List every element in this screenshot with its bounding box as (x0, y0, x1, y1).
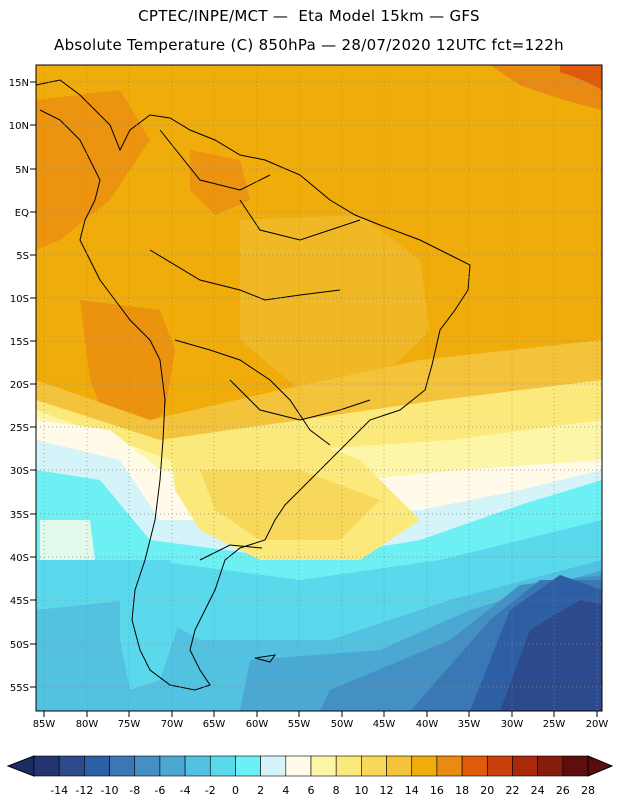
lat-label: 55S (10, 683, 29, 694)
colorbar-label: 10 (354, 784, 368, 797)
colorbar-swatch (335, 755, 362, 777)
colorbar-swatch (310, 755, 337, 777)
title-line-1: CPTEC/INPE/MCT — Eta Model 15km — GFS (138, 7, 480, 25)
lat-label: 15N (9, 78, 29, 89)
lon-label: 40W (416, 719, 439, 730)
colorbar-swatch (159, 755, 186, 777)
colorbar-label: -8 (129, 784, 140, 797)
colorbar-swatch (84, 755, 110, 777)
lon-label: 50W (331, 719, 354, 730)
lat-label: 10S (10, 294, 29, 305)
colorbar (6, 755, 614, 777)
latitude-labels: 15N 10N 5N EQ 5S 10S 15S 20S 25S 30S 35S… (9, 78, 29, 694)
colorbar-high-arrow (587, 755, 614, 777)
colorbar-label: 16 (430, 784, 444, 797)
colorbar-swatch (260, 755, 287, 777)
colorbar-swatch (209, 755, 236, 777)
colorbar-label: 28 (581, 784, 595, 797)
map-frame (35, 64, 603, 712)
colorbar-labels: -14 -12 -10 -8 -6 -4 -2 0 2 4 6 8 10 12 … (50, 784, 595, 797)
lat-label: 40S (10, 553, 29, 564)
colorbar-label: 14 (405, 784, 419, 797)
colorbar-label: -14 (50, 784, 68, 797)
lon-label: 65W (203, 719, 226, 730)
colorbar-label: 18 (455, 784, 469, 797)
lon-label: 85W (33, 719, 56, 730)
lon-label: 30W (501, 719, 524, 730)
colorbar-swatch (461, 755, 488, 777)
lat-label: 25S (10, 423, 29, 434)
longitude-labels: 85W 80W 75W 70W 65W 60W 55W 50W 45W 40W … (33, 719, 609, 730)
colorbar-label: 12 (380, 784, 394, 797)
colorbar-swatch (537, 755, 564, 777)
colorbar-swatch (109, 755, 136, 777)
lat-label: 35S (10, 510, 29, 521)
temperature-field (36, 65, 602, 711)
colorbar-label: 8 (333, 784, 340, 797)
colorbar-label: -12 (75, 784, 93, 797)
lat-label: 20S (10, 380, 29, 391)
lat-label: EQ (15, 208, 29, 219)
colorbar-swatch (235, 755, 261, 777)
coastline (36, 79, 471, 691)
lat-label: 15S (10, 337, 29, 348)
colorbar-label: 2 (257, 784, 264, 797)
lat-label: 10N (9, 121, 29, 132)
colorbar-swatch (562, 755, 589, 777)
colorbar-swatch (184, 755, 211, 777)
axis-ticks (30, 81, 598, 717)
colorbar-label: 24 (531, 784, 545, 797)
lat-label: 50S (10, 640, 29, 651)
colorbar-label: 20 (480, 784, 494, 797)
colorbar-label: -2 (205, 784, 216, 797)
colorbar-swatch (512, 755, 538, 777)
colorbar-swatch (361, 755, 387, 777)
lon-label: 75W (118, 719, 141, 730)
colorbar-label: -10 (101, 784, 119, 797)
lon-label: 70W (161, 719, 184, 730)
colorbar-swatch (411, 755, 438, 777)
lon-label: 60W (246, 719, 269, 730)
lat-label: 45S (10, 596, 29, 607)
lon-label: 55W (288, 719, 311, 730)
colorbar-swatch (58, 755, 85, 777)
title-line-2: Absolute Temperature (C) 850hPa — 28/07/… (54, 36, 564, 54)
colorbar-swatch (436, 755, 463, 777)
colorbar-swatch (285, 755, 312, 777)
colorbar-label: 6 (308, 784, 315, 797)
colorbar-swatch (486, 755, 513, 777)
colorbar-label: -6 (154, 784, 165, 797)
lon-label: 35W (458, 719, 481, 730)
lon-label: 45W (373, 719, 396, 730)
lat-label: 30S (10, 466, 29, 477)
colorbar-label: -4 (180, 784, 191, 797)
lon-label: 80W (76, 719, 99, 730)
lat-label: 5S (16, 251, 29, 262)
colorbar-swatch (134, 755, 161, 777)
colorbar-swatch (386, 755, 413, 777)
colorbar-low-arrow (6, 755, 35, 777)
lat-label: 5N (15, 165, 29, 176)
lon-label: 25W (543, 719, 566, 730)
colorbar-label: 0 (232, 784, 239, 797)
colorbar-label: 22 (505, 784, 519, 797)
colorbar-label: 4 (282, 784, 289, 797)
colorbar-swatch (33, 755, 60, 777)
colorbar-label: 26 (556, 784, 570, 797)
lon-label: 20W (586, 719, 609, 730)
